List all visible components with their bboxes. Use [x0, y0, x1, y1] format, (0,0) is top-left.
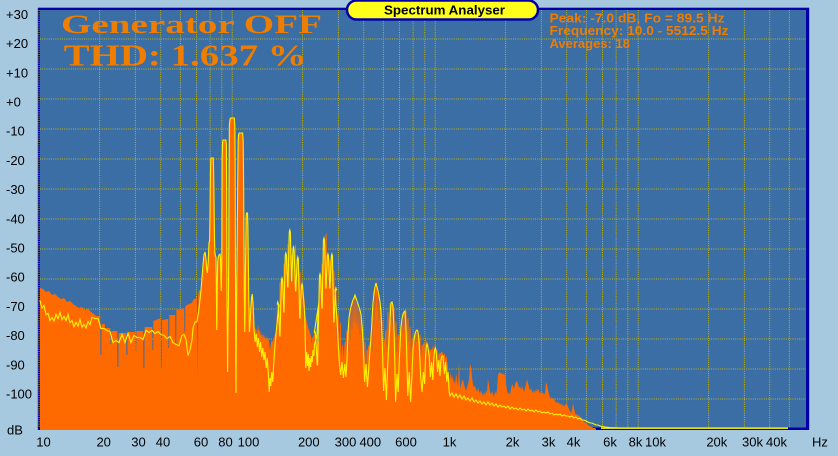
svg-text:10k: 10k: [645, 434, 666, 449]
svg-text:100: 100: [238, 434, 260, 449]
svg-text:80: 80: [218, 434, 232, 449]
svg-text:+30: +30: [6, 7, 28, 22]
svg-text:4k: 4k: [567, 434, 581, 449]
svg-text:+10: +10: [6, 65, 28, 80]
svg-text:-40: -40: [6, 211, 25, 226]
svg-text:8k: 8k: [629, 434, 643, 449]
svg-text:Peak: -7.0 dB, Fo = 89.5 Hz: Peak: -7.0 dB, Fo = 89.5 Hz: [550, 10, 726, 25]
svg-text:+0: +0: [6, 95, 21, 110]
svg-text:-50: -50: [6, 241, 25, 256]
svg-text:THD: 1.637 %: THD: 1.637 %: [64, 37, 307, 72]
svg-text:-10: -10: [6, 124, 25, 139]
svg-text:6k: 6k: [603, 434, 617, 449]
svg-text:20k: 20k: [706, 434, 727, 449]
svg-text:10: 10: [36, 434, 50, 449]
svg-text:-90: -90: [6, 357, 25, 372]
svg-text:400: 400: [359, 434, 381, 449]
svg-text:+20: +20: [6, 36, 28, 51]
svg-text:30k: 30k: [742, 434, 763, 449]
svg-text:Averages: 18: Averages: 18: [550, 36, 630, 51]
svg-text:1k: 1k: [443, 434, 457, 449]
svg-text:-70: -70: [6, 299, 25, 314]
svg-text:200: 200: [298, 434, 320, 449]
svg-text:-100: -100: [6, 387, 32, 402]
svg-text:-80: -80: [6, 328, 25, 343]
svg-text:dB: dB: [7, 423, 23, 438]
svg-text:30: 30: [131, 434, 145, 449]
svg-text:-60: -60: [6, 270, 25, 285]
svg-text:Generator OFF: Generator OFF: [61, 10, 322, 39]
svg-text:20: 20: [96, 434, 110, 449]
svg-text:Frequency: 10.0 - 5512.5 Hz: Frequency: 10.0 - 5512.5 Hz: [550, 23, 730, 38]
svg-text:40k: 40k: [766, 434, 787, 449]
svg-text:Hz: Hz: [812, 434, 828, 449]
svg-text:300: 300: [335, 434, 357, 449]
svg-text:40: 40: [156, 434, 170, 449]
svg-text:-30: -30: [6, 182, 25, 197]
svg-text:2k: 2k: [506, 434, 520, 449]
svg-text:Spectrum Analyser: Spectrum Analyser: [384, 3, 505, 18]
svg-text:3k: 3k: [542, 434, 556, 449]
svg-text:60: 60: [194, 434, 208, 449]
svg-text:-20: -20: [6, 153, 25, 168]
svg-text:600: 600: [395, 434, 417, 449]
